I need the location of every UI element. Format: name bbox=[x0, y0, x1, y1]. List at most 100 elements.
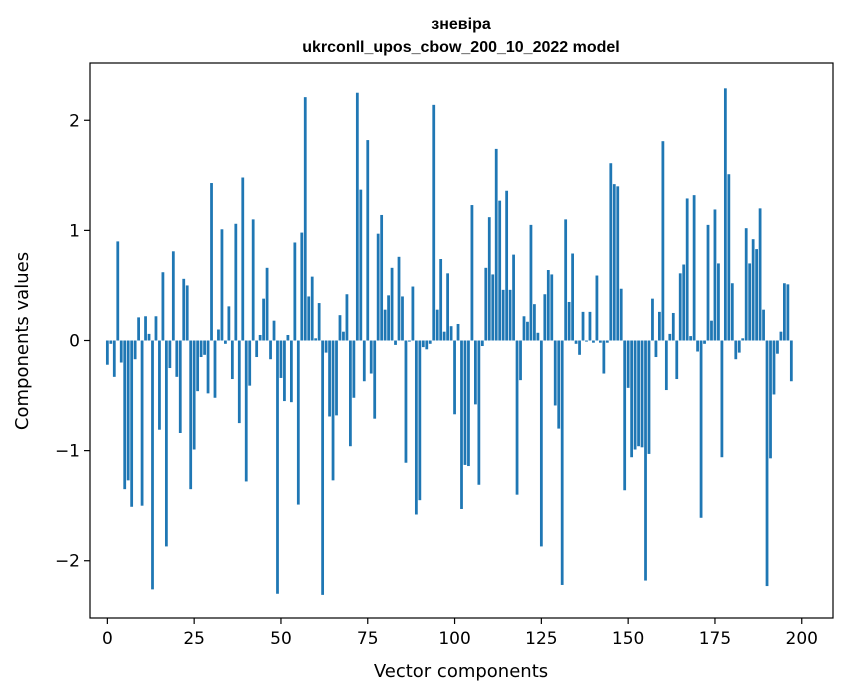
bar-145 bbox=[609, 163, 613, 341]
bar-39 bbox=[241, 177, 245, 341]
bar-16 bbox=[161, 272, 165, 341]
bar-151 bbox=[630, 340, 634, 458]
bar-44 bbox=[258, 334, 262, 341]
bar-125 bbox=[539, 340, 543, 547]
bar-130 bbox=[557, 340, 561, 429]
bar-68 bbox=[342, 331, 345, 341]
y-tick-label: −1 bbox=[55, 442, 80, 462]
bar-19 bbox=[171, 251, 175, 341]
bar-121 bbox=[526, 321, 529, 341]
chart-title-line-2: ukrconll_upos_cbow_200_10_2022 model bbox=[302, 39, 619, 56]
bar-119 bbox=[519, 340, 522, 381]
bar-15 bbox=[158, 340, 161, 430]
bar-122 bbox=[529, 224, 533, 341]
bar-156 bbox=[647, 340, 651, 454]
bar-169 bbox=[692, 195, 696, 341]
bar-47 bbox=[269, 340, 272, 360]
bar-91 bbox=[421, 340, 425, 348]
bar-146 bbox=[612, 184, 616, 341]
bar-89 bbox=[414, 340, 418, 515]
bar-143 bbox=[602, 340, 606, 374]
bar-60 bbox=[314, 338, 318, 341]
bar-190 bbox=[765, 340, 769, 587]
bar-83 bbox=[394, 340, 397, 345]
bar-163 bbox=[671, 312, 675, 341]
bar-116 bbox=[508, 289, 512, 341]
bar-180 bbox=[730, 283, 734, 341]
y-tick-label: 0 bbox=[69, 332, 80, 352]
bar-23 bbox=[185, 285, 189, 341]
bar-40 bbox=[244, 340, 248, 482]
x-axis-label: Vector components bbox=[374, 661, 548, 682]
bar-135 bbox=[574, 340, 578, 344]
bar-74 bbox=[362, 340, 366, 382]
bar-53 bbox=[289, 340, 293, 403]
bar-51 bbox=[283, 340, 286, 402]
bar-18 bbox=[168, 340, 172, 369]
bar-162 bbox=[668, 333, 672, 341]
bar-104 bbox=[467, 340, 470, 467]
bar-196 bbox=[786, 284, 790, 341]
bar-159 bbox=[658, 311, 661, 341]
bar-142 bbox=[598, 340, 602, 343]
bar-95 bbox=[435, 309, 439, 341]
bar-127 bbox=[546, 270, 550, 341]
bar-189 bbox=[762, 309, 765, 341]
bar-14 bbox=[154, 316, 158, 341]
bar-158 bbox=[654, 340, 658, 358]
bar-36 bbox=[230, 340, 234, 380]
bar-35 bbox=[227, 306, 231, 341]
bar-152 bbox=[633, 340, 637, 450]
bar-107 bbox=[477, 340, 481, 485]
bar-154 bbox=[640, 340, 644, 448]
bar-144 bbox=[605, 340, 609, 343]
bar-67 bbox=[338, 315, 342, 341]
bar-59 bbox=[310, 276, 314, 341]
bar-111 bbox=[491, 274, 495, 341]
bar-157 bbox=[651, 298, 654, 341]
bar-43 bbox=[255, 340, 259, 358]
bar-9 bbox=[137, 317, 140, 341]
bar-193 bbox=[776, 340, 779, 354]
bar-2 bbox=[112, 340, 116, 377]
x-tick-label: 200 bbox=[786, 629, 818, 649]
bar-109 bbox=[484, 267, 488, 341]
bar-66 bbox=[335, 340, 338, 416]
bar-178 bbox=[723, 88, 727, 341]
bar-81 bbox=[387, 295, 390, 341]
bar-192 bbox=[772, 340, 776, 395]
bar-57 bbox=[303, 97, 307, 341]
bar-100 bbox=[453, 340, 456, 415]
bar-129 bbox=[553, 340, 557, 406]
bar-170 bbox=[696, 340, 699, 352]
bar-184 bbox=[744, 228, 748, 341]
bar-77 bbox=[373, 340, 377, 419]
bar-75 bbox=[366, 140, 370, 341]
bar-139 bbox=[588, 311, 592, 341]
bar-90 bbox=[418, 340, 422, 501]
bar-69 bbox=[345, 294, 349, 341]
bar-45 bbox=[262, 298, 265, 341]
bar-29 bbox=[206, 340, 210, 394]
bar-71 bbox=[352, 340, 356, 398]
bar-148 bbox=[619, 288, 623, 341]
bar-183 bbox=[741, 338, 745, 341]
bar-138 bbox=[585, 340, 588, 342]
y-tick-label: 1 bbox=[69, 221, 80, 241]
bar-124 bbox=[536, 332, 540, 341]
bar-103 bbox=[463, 340, 467, 465]
y-tick-label: 2 bbox=[69, 111, 80, 131]
bar-27 bbox=[199, 340, 203, 358]
bar-161 bbox=[664, 340, 668, 391]
bar-86 bbox=[404, 340, 408, 463]
y-axis-label: Components values bbox=[12, 252, 33, 430]
bar-20 bbox=[175, 340, 179, 377]
bar-42 bbox=[251, 219, 255, 341]
bar-120 bbox=[522, 316, 526, 341]
bar-168 bbox=[689, 336, 693, 341]
bar-38 bbox=[237, 340, 241, 424]
bar-61 bbox=[317, 303, 321, 341]
bar-73 bbox=[359, 189, 363, 341]
bar-195 bbox=[783, 283, 786, 341]
bar-147 bbox=[616, 186, 620, 341]
